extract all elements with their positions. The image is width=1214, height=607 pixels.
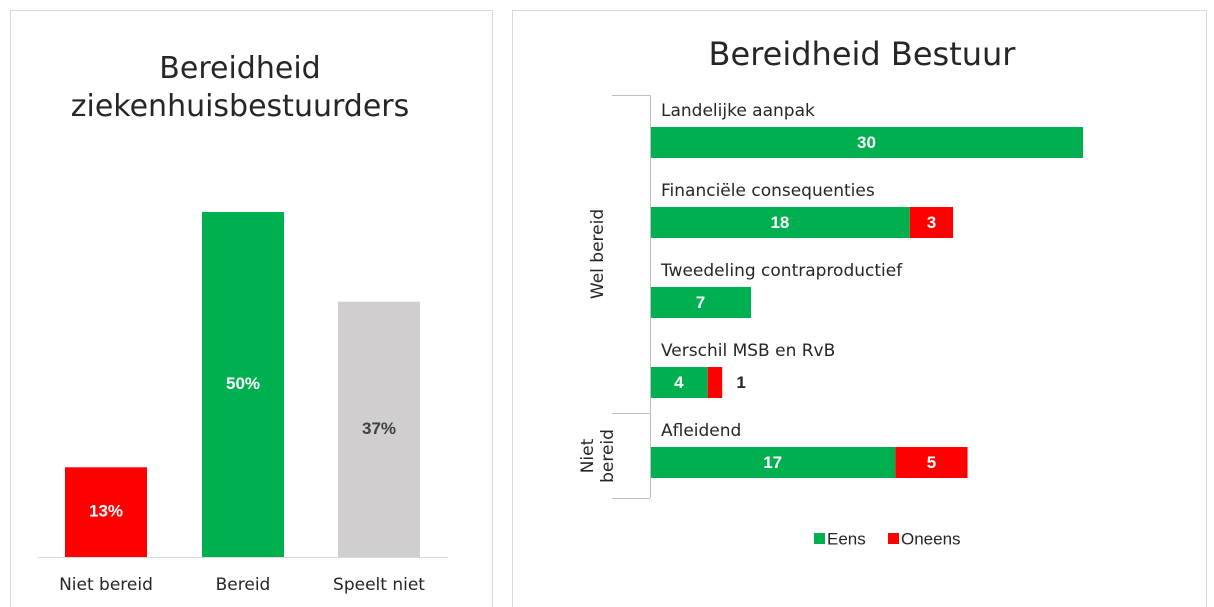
- group-label: Wel bereid: [588, 208, 608, 300]
- panel: [512, 10, 1207, 607]
- chart-title: Bereidheid ziekenhuisbestuurders: [70, 51, 410, 124]
- value-label: 3: [927, 213, 936, 232]
- legend-label: Eens: [827, 529, 866, 548]
- x-tick-label: Speelt niet: [333, 575, 425, 595]
- x-tick-label: Niet bereid: [59, 575, 153, 595]
- bar: [202, 212, 284, 557]
- category-label: Landelijke aanpak: [661, 101, 815, 121]
- value-label: 37%: [362, 419, 396, 438]
- category-label: Afleidend: [661, 421, 741, 441]
- category-label: Verschil MSB en RvB: [661, 341, 835, 361]
- value-label: 13%: [89, 502, 123, 521]
- legend-swatch: [814, 533, 825, 544]
- bar-segment: [650, 447, 896, 478]
- legend-label: Oneens: [901, 529, 961, 548]
- value-label: 7: [696, 293, 705, 312]
- chart-title: Bereidheid Bestuur: [708, 35, 1016, 73]
- value-label: 50%: [226, 374, 260, 393]
- bar: [65, 467, 147, 557]
- value-label: 18: [770, 213, 789, 232]
- legend-swatch: [888, 533, 899, 544]
- bar-segment: [650, 287, 752, 318]
- value-label: 5: [927, 453, 936, 472]
- group-label: Niet bereid: [578, 428, 618, 483]
- bar-segment: [895, 447, 968, 478]
- x-tick-label: Bereid: [216, 575, 271, 595]
- bar: [338, 301, 420, 557]
- bar-segment: [650, 127, 1083, 158]
- bar-segment: [650, 207, 910, 238]
- bar-segment: [650, 367, 708, 398]
- panel: [10, 10, 493, 607]
- category-label: Financiële consequenties: [661, 181, 875, 201]
- value-label: 4: [674, 373, 684, 392]
- value-label: 17: [763, 453, 782, 472]
- bar-segment: [707, 367, 723, 398]
- bar-segment: [909, 207, 954, 238]
- category-label: Tweedeling contraproductief: [660, 261, 903, 281]
- value-label: 30: [857, 133, 876, 152]
- value-label: 1: [736, 373, 745, 392]
